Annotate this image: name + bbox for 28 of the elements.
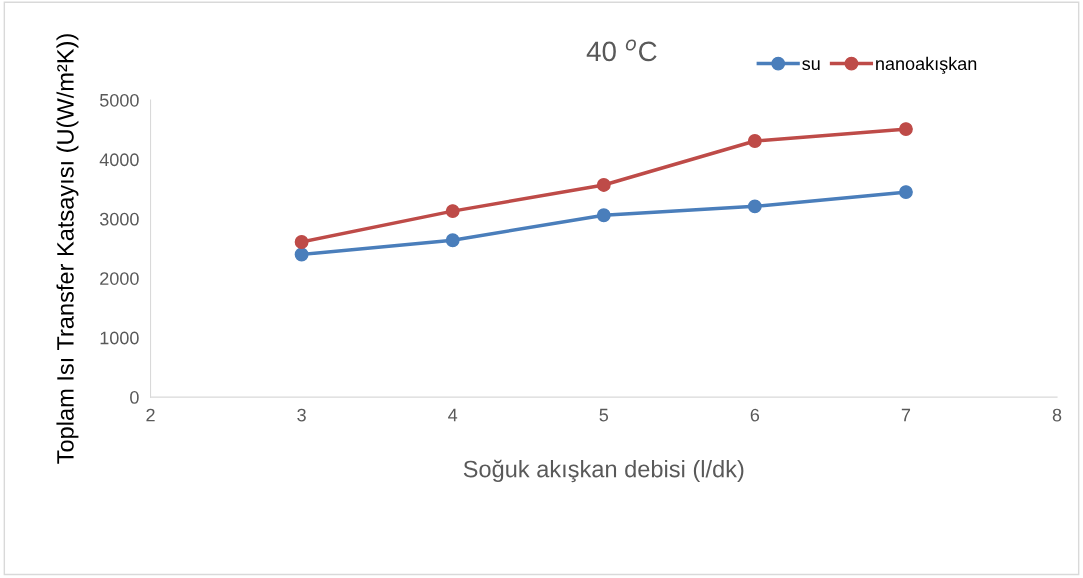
point <box>294 247 309 262</box>
y-tick-label: 4000 <box>99 153 139 167</box>
chart-title: 40 $^{o}$C <box>586 39 657 62</box>
x-tick-label: 3 <box>297 408 306 422</box>
point <box>747 199 762 214</box>
point <box>898 185 913 200</box>
legend-label: nanoakışkan <box>876 56 977 74</box>
point <box>898 122 913 137</box>
point <box>747 134 762 148</box>
point <box>445 204 460 219</box>
y-tick-label: 0 <box>130 391 139 404</box>
x-axis-title: Soğuk akışkan debisi (l/dk) <box>463 459 744 483</box>
x-tick-label: 8 <box>1052 408 1062 422</box>
point <box>596 178 611 192</box>
point <box>294 235 309 249</box>
point <box>445 233 460 248</box>
point <box>596 208 611 223</box>
y-tick-label: 1000 <box>100 331 139 345</box>
x-tick-label: 7 <box>901 408 911 422</box>
x-tick-label: 4 <box>448 408 458 422</box>
y-axis-title: Toplam Isı Transfer Katsayısı (U(W/m²K)) <box>56 34 79 464</box>
y-tick-label: 2000 <box>100 272 139 285</box>
y-tick-label: 3000 <box>99 212 139 226</box>
x-tick-label: 5 <box>599 408 609 422</box>
x-tick-label: 6 <box>750 408 760 422</box>
legend-label: su <box>802 60 820 71</box>
y-tick-label: 5000 <box>99 93 139 107</box>
x-tick-label: 2 <box>146 408 155 422</box>
